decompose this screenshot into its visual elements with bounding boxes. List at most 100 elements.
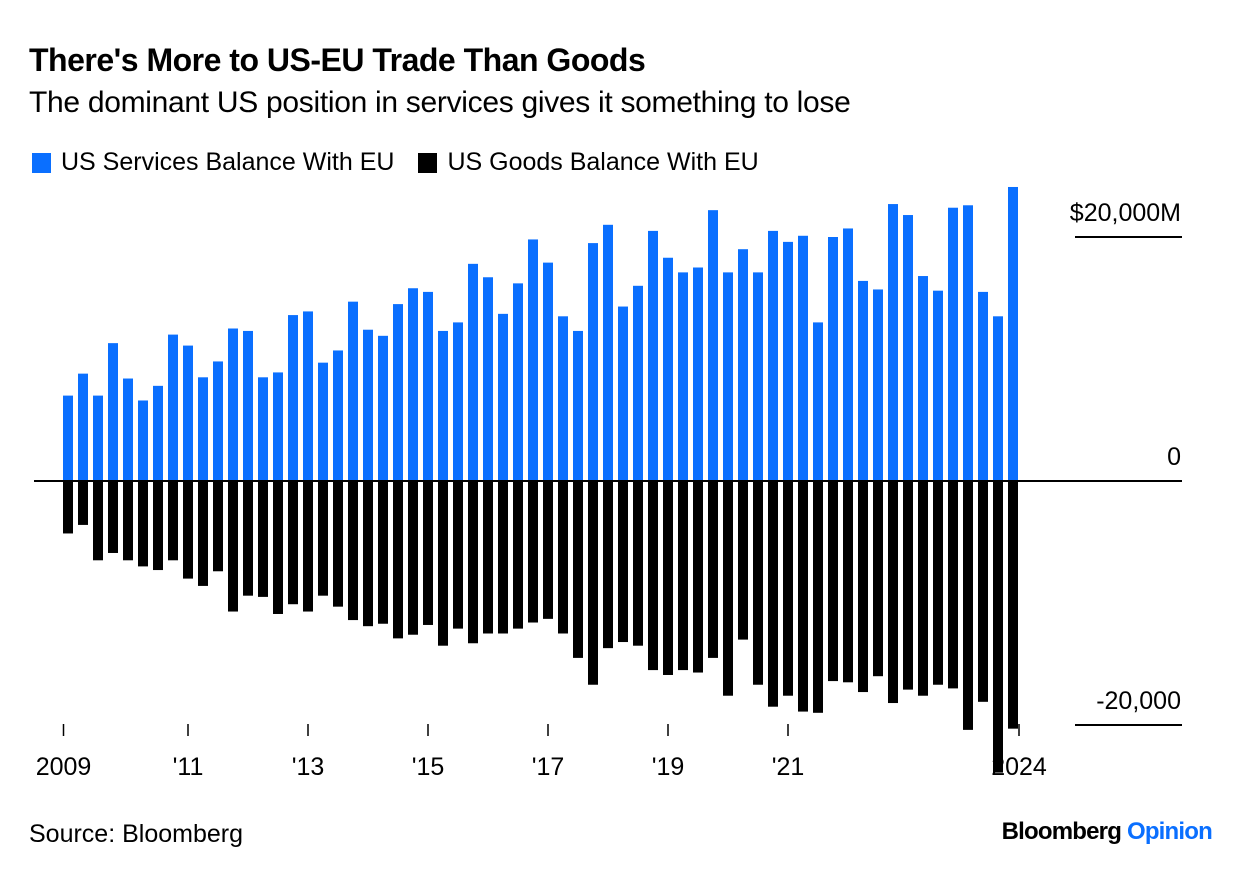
services-bar-2018Q2 [618, 306, 628, 481]
services-bar-2011Q4 [228, 328, 238, 481]
goods-bar-2023Q1 [903, 481, 913, 690]
goods-bar-2020Q3 [753, 481, 763, 685]
x-tick-label: 2009 [36, 753, 92, 781]
services-bar-2015Q2 [438, 330, 448, 481]
services-bar-2024Q1 [963, 205, 973, 481]
goods-bar-2013Q2 [318, 481, 328, 596]
goods-bar-2013Q1 [303, 481, 313, 612]
goods-bar-2010Q3 [153, 481, 163, 571]
services-bar-2019Q4 [708, 210, 718, 481]
x-tick-label: 2024 [991, 753, 1047, 781]
services-bar-2021Q4 [828, 237, 838, 481]
legend-item-services: US Services Balance With EU [32, 148, 394, 177]
services-bar-2011Q1 [183, 345, 193, 481]
services-bar-2024Q4 [1008, 186, 1018, 482]
legend-swatch-goods [418, 152, 438, 173]
goods-bar-2020Q2 [738, 481, 748, 640]
services-bar-2016Q2 [498, 313, 508, 481]
goods-bar-2022Q3 [873, 481, 883, 677]
x-tick-label: '21 [772, 753, 805, 781]
services-bar-2021Q2 [798, 235, 808, 481]
goods-bar-2011Q3 [213, 481, 223, 572]
goods-bar-2022Q4 [888, 481, 898, 704]
x-tick-label: '15 [412, 753, 445, 781]
services-bar-2012Q2 [258, 377, 268, 481]
goods-bar-2024Q3 [993, 481, 1003, 773]
services-bar-2015Q3 [453, 322, 463, 481]
goods-bar-2014Q1 [363, 481, 373, 627]
goods-bar-2013Q3 [333, 481, 343, 607]
goods-bar-2010Q4 [168, 481, 178, 561]
goods-bar-2016Q2 [498, 481, 508, 634]
legend-label-services: US Services Balance With EU [61, 148, 395, 176]
y-tick-label: -20,000 [1096, 687, 1181, 715]
services-bar-2012Q1 [243, 330, 253, 481]
services-bar-2010Q2 [138, 400, 148, 481]
services-bar-2012Q3 [273, 372, 283, 481]
x-tick-label: '13 [292, 753, 325, 781]
goods-bar-2018Q1 [603, 481, 613, 649]
services-bar-2020Q1 [723, 272, 733, 481]
services-bar-2023Q2 [918, 276, 928, 481]
goods-bar-2015Q4 [468, 481, 478, 644]
x-tick-label: '11 [173, 753, 204, 781]
services-bar-2010Q4 [168, 334, 178, 481]
services-bar-2023Q3 [933, 290, 943, 481]
services-bar-2018Q4 [648, 230, 658, 481]
goods-bar-2017Q1 [543, 481, 553, 619]
goods-bar-2012Q1 [243, 481, 253, 596]
services-bar-2012Q4 [288, 315, 298, 481]
services-bar-2017Q1 [543, 262, 553, 481]
goods-bar-2009Q3 [93, 481, 103, 561]
y-tick-label: 0 [1167, 443, 1181, 471]
goods-bar-2021Q3 [813, 481, 823, 713]
services-bar-2013Q1 [303, 311, 313, 481]
goods-bar-2019Q4 [708, 481, 718, 658]
goods-bar-2020Q1 [723, 481, 733, 696]
legend-label-goods: US Goods Balance With EU [447, 148, 759, 176]
services-bar-2019Q3 [693, 267, 703, 481]
goods-bar-2011Q1 [183, 481, 193, 579]
goods-bar-2018Q2 [618, 481, 628, 643]
goods-bar-2012Q4 [288, 481, 298, 605]
services-bar-2014Q1 [363, 329, 373, 481]
services-bar-2023Q1 [903, 215, 913, 482]
goods-bar-2021Q4 [828, 481, 838, 682]
goods-bar-2014Q3 [393, 481, 403, 639]
goods-bar-2010Q1 [123, 481, 133, 561]
services-bar-2022Q1 [843, 228, 853, 481]
goods-bar-2015Q3 [453, 481, 463, 629]
services-bar-2024Q3 [993, 316, 1003, 481]
goods-bar-2015Q2 [438, 481, 448, 646]
goods-bar-2016Q1 [483, 481, 493, 634]
services-bar-2015Q1 [423, 291, 433, 481]
goods-bar-2017Q2 [558, 481, 568, 634]
x-axis: 2009 '11 '13 '15 '17 '19 '21 2024 [36, 724, 1047, 781]
goods-bar-2012Q2 [258, 481, 268, 597]
services-bar-2013Q3 [333, 350, 343, 481]
goods-bar-2017Q4 [588, 481, 598, 685]
services-bar-2020Q2 [738, 249, 748, 481]
chart-title: There's More to US-EU Trade Than Goods [29, 42, 646, 78]
brand-section: Opinion [1126, 818, 1213, 845]
goods-bar-2024Q1 [963, 481, 973, 730]
services-bar-2014Q2 [378, 335, 388, 481]
services-bar-2017Q4 [588, 243, 598, 481]
y-axis: $20,000M 0 -20,000 [34, 199, 1182, 726]
goods-bar-2023Q3 [933, 481, 943, 685]
services-bar-2017Q2 [558, 316, 568, 481]
goods-bar-2017Q3 [573, 481, 583, 658]
goods-bar-2016Q3 [513, 481, 523, 629]
goods-bar-2018Q3 [633, 481, 643, 646]
services-bar-2022Q4 [888, 204, 898, 481]
goods-bar-2018Q4 [648, 481, 658, 671]
series-goods [63, 481, 1018, 773]
goods-bar-2012Q3 [273, 481, 283, 614]
brand-logo: Bloomberg Opinion [1002, 818, 1213, 846]
services-bar-2013Q2 [318, 362, 328, 481]
services-bar-2010Q1 [123, 378, 133, 481]
services-bar-2018Q3 [633, 285, 643, 481]
series-services [63, 186, 1018, 482]
source-note: Source: Bloomberg [29, 820, 244, 848]
